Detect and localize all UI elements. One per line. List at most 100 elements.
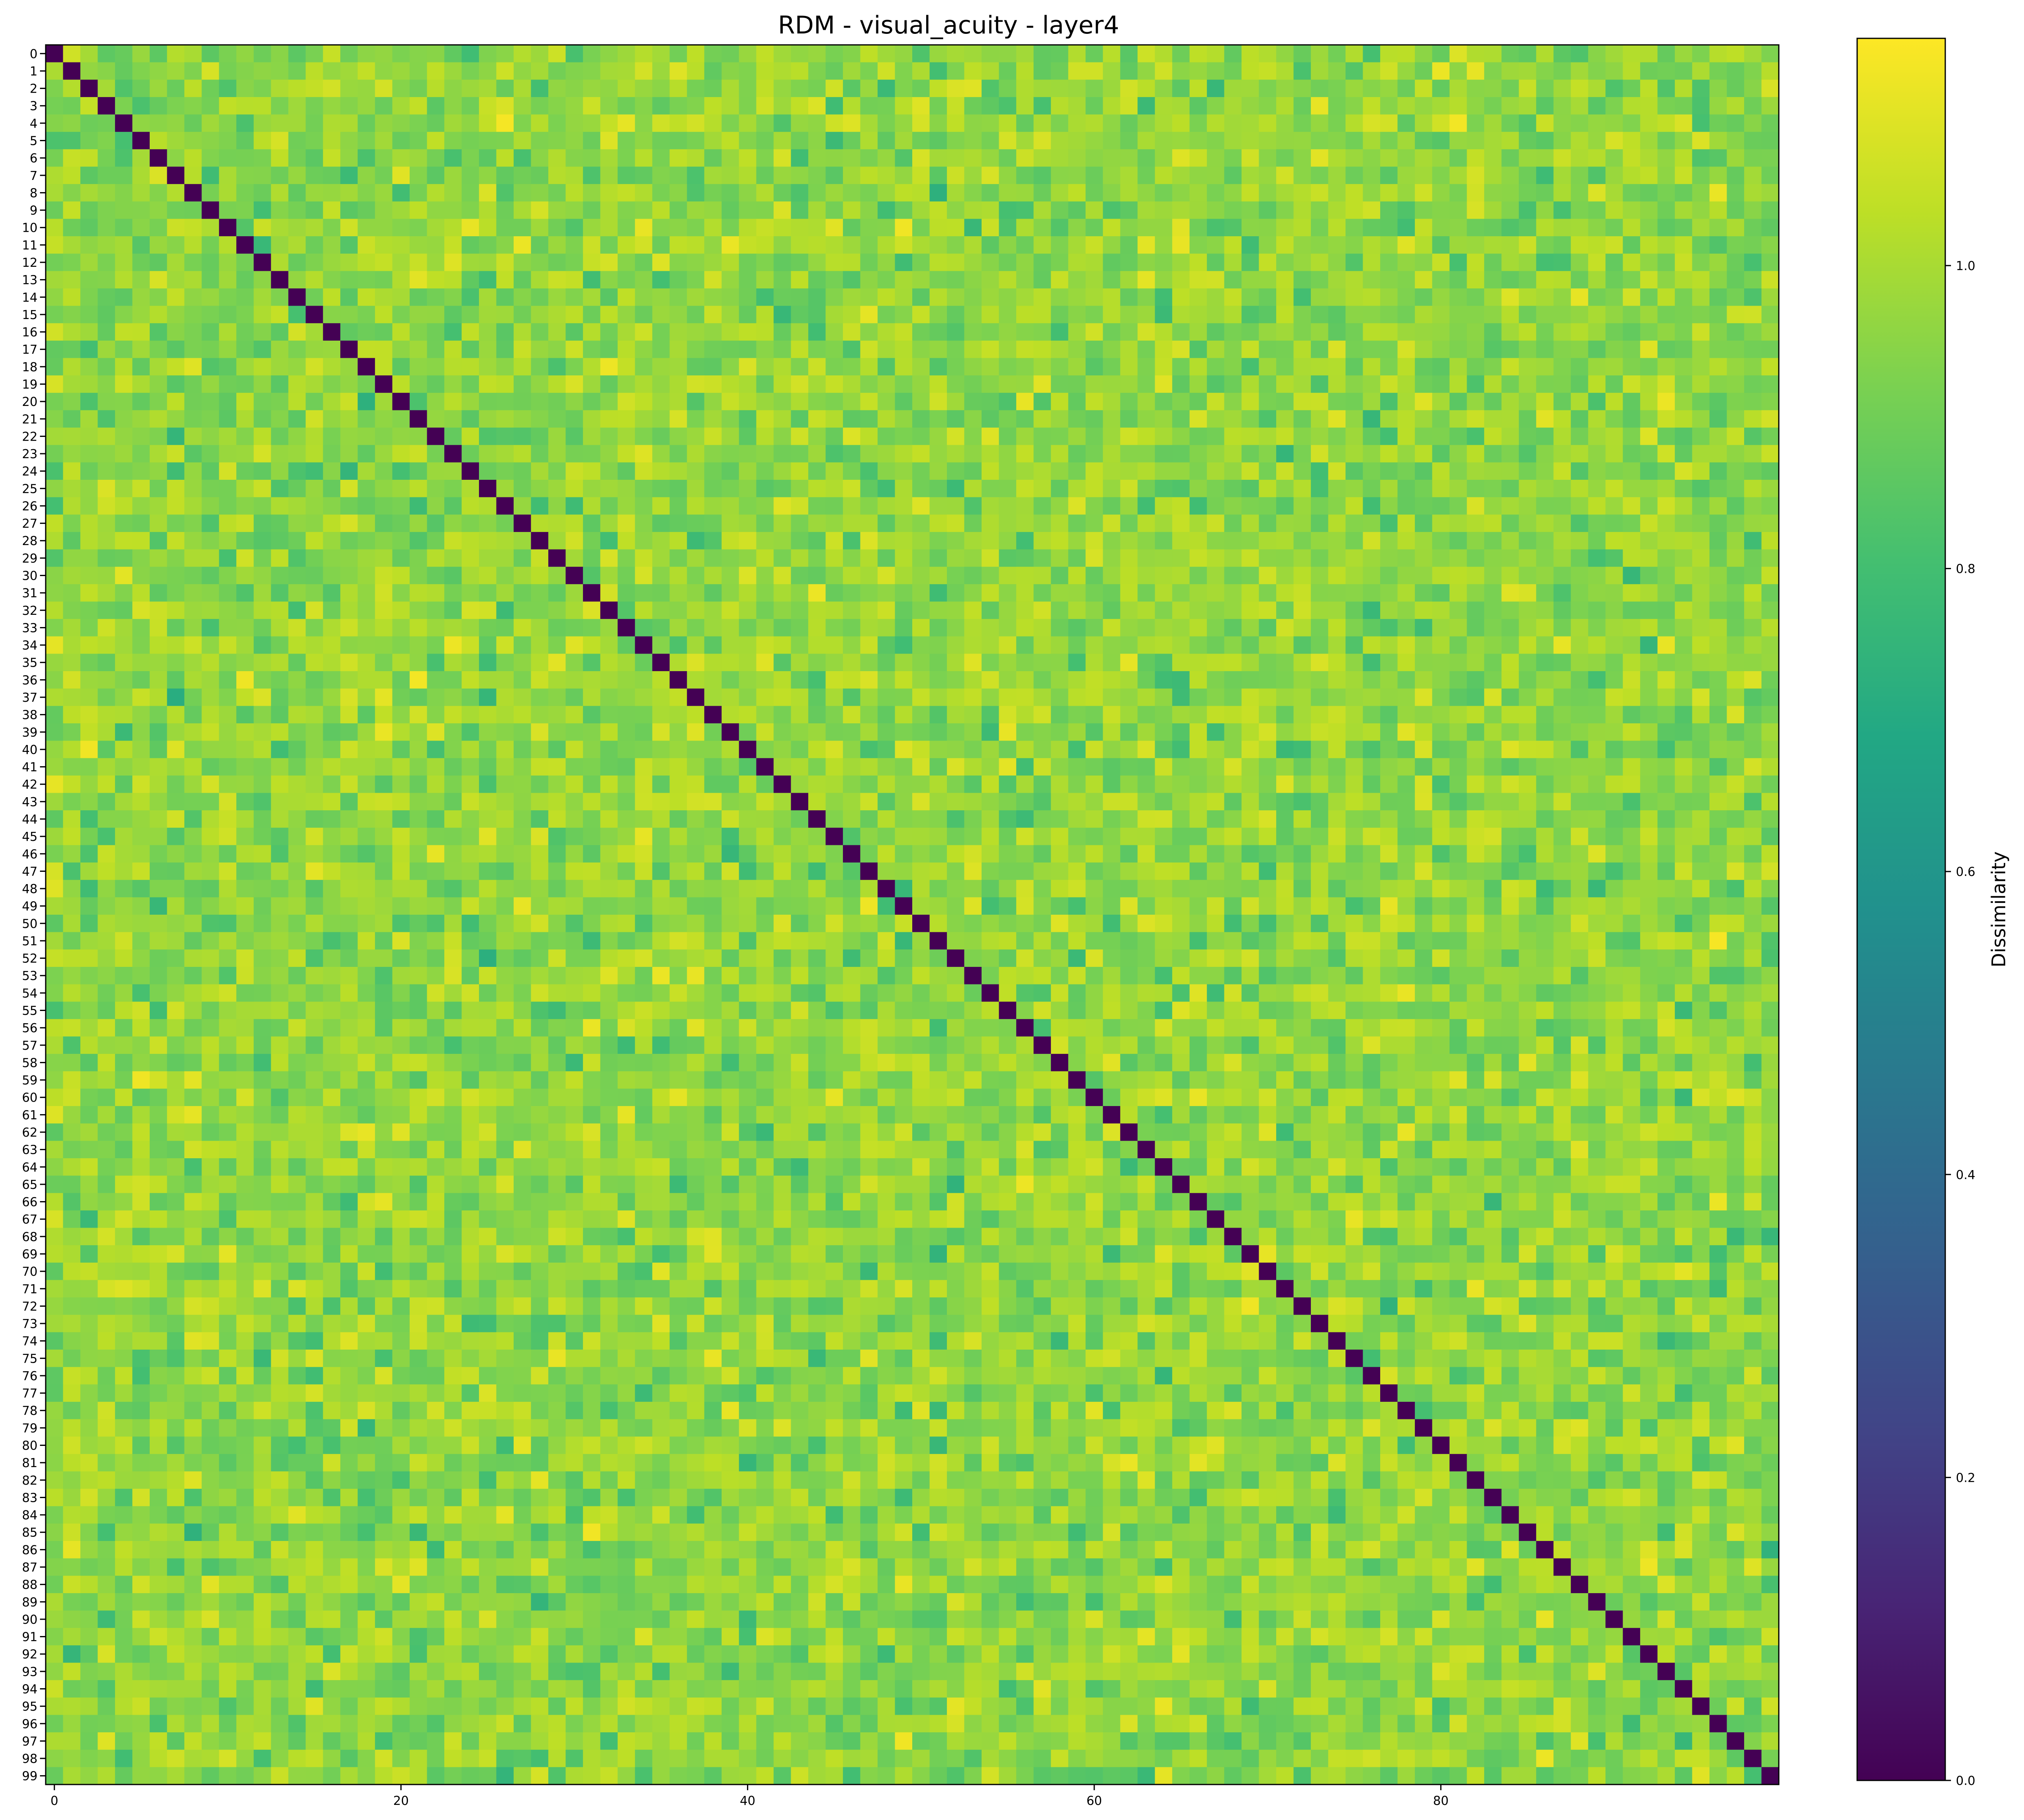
heatmap-cell <box>1259 166 1277 184</box>
heatmap-cell <box>1120 306 1138 324</box>
heatmap-cell <box>375 149 393 167</box>
heatmap-cell <box>444 810 462 828</box>
heatmap-cell <box>600 619 618 637</box>
heatmap-cell <box>1449 775 1467 794</box>
heatmap-cell <box>548 306 566 324</box>
heatmap-cell <box>583 862 601 880</box>
heatmap-cell <box>964 97 982 115</box>
heatmap-cell <box>825 897 843 915</box>
heatmap-cell <box>288 758 306 776</box>
heatmap-cell <box>461 880 479 898</box>
heatmap-cell <box>1467 445 1485 463</box>
heatmap-cell <box>1761 584 1779 602</box>
heatmap-cell <box>774 445 791 463</box>
heatmap-cell <box>1397 97 1415 115</box>
heatmap-cell <box>687 897 705 915</box>
heatmap-cell <box>513 775 532 794</box>
heatmap-cell <box>981 201 999 219</box>
heatmap-cell <box>167 358 185 376</box>
heatmap-cell <box>1207 428 1225 446</box>
heatmap-cell <box>1709 549 1727 567</box>
heatmap-cell <box>1259 288 1277 306</box>
heatmap-cell <box>583 880 601 898</box>
heatmap-cell <box>565 723 583 741</box>
heatmap-cell <box>1346 97 1363 115</box>
heatmap-cell <box>808 740 826 758</box>
heatmap-cell <box>1727 532 1745 550</box>
heatmap-cell <box>1744 636 1762 654</box>
heatmap-cell <box>1103 236 1121 254</box>
heatmap-cell <box>63 219 81 237</box>
heatmap-cell <box>895 480 913 498</box>
heatmap-cell <box>63 253 81 271</box>
heatmap-cell <box>1536 288 1554 306</box>
heatmap-cell <box>271 671 289 689</box>
heatmap-cell <box>340 45 358 63</box>
heatmap-cell <box>1016 236 1034 254</box>
heatmap-cell <box>1640 654 1658 672</box>
heatmap-cell <box>340 549 358 567</box>
heatmap-cell <box>1449 532 1467 550</box>
heatmap-cell <box>461 219 479 237</box>
heatmap-cell <box>756 584 774 602</box>
heatmap-cell <box>1380 340 1398 359</box>
heatmap-cell <box>1224 271 1242 289</box>
heatmap-cell <box>271 358 289 376</box>
heatmap-cell <box>375 80 393 98</box>
heatmap-cell <box>1207 636 1225 654</box>
heatmap-cell <box>219 306 237 324</box>
heatmap-cell <box>1709 410 1727 428</box>
heatmap-cell <box>149 636 167 654</box>
heatmap-cell <box>1640 184 1658 202</box>
heatmap-cell <box>496 723 514 741</box>
heatmap-cell <box>375 410 393 428</box>
heatmap-cell <box>1553 497 1571 515</box>
heatmap-cell <box>1068 619 1086 637</box>
heatmap-cell <box>1588 862 1606 880</box>
heatmap-cell <box>652 114 670 132</box>
heatmap-cell <box>219 723 237 741</box>
heatmap-cell <box>1536 758 1554 776</box>
heatmap-cell <box>583 80 601 98</box>
heatmap-cell <box>236 862 254 880</box>
heatmap-cell <box>739 306 757 324</box>
heatmap-cell <box>878 601 896 619</box>
heatmap-cell <box>964 827 982 846</box>
heatmap-cell <box>306 236 324 254</box>
heatmap-cell <box>392 827 410 846</box>
heatmap-cell <box>1311 323 1329 341</box>
heatmap-cell <box>808 897 826 915</box>
heatmap-cell <box>635 271 653 289</box>
heatmap-cell <box>149 497 167 515</box>
heatmap-cell <box>825 219 843 237</box>
heatmap-cell <box>253 775 271 794</box>
heatmap-cell <box>548 671 566 689</box>
heatmap-cell <box>115 619 133 637</box>
heatmap-cell <box>323 740 341 758</box>
heatmap-cell <box>1432 428 1450 446</box>
heatmap-cell <box>444 132 462 150</box>
heatmap-cell <box>774 253 791 271</box>
heatmap-cell <box>1432 236 1450 254</box>
heatmap-cell <box>323 428 341 446</box>
heatmap-cell <box>1155 688 1173 706</box>
heatmap-cell <box>843 288 861 306</box>
heatmap-cell <box>669 810 687 828</box>
heatmap-cell <box>1640 549 1658 567</box>
heatmap-cell <box>1380 62 1398 80</box>
heatmap-cell <box>721 236 739 254</box>
heatmap-cell <box>115 236 133 254</box>
heatmap-cell <box>80 410 98 428</box>
heatmap-cell <box>1727 845 1745 863</box>
heatmap-cell <box>1085 549 1103 567</box>
heatmap-cell <box>1155 758 1173 776</box>
heatmap-cell <box>1675 340 1693 359</box>
heatmap-cell <box>721 271 739 289</box>
heatmap-cell <box>687 323 705 341</box>
heatmap-cell <box>1536 793 1554 811</box>
heatmap-cell <box>1761 358 1779 376</box>
heatmap-cell <box>548 45 566 63</box>
heatmap-cell <box>687 880 705 898</box>
heatmap-cell <box>375 671 393 689</box>
heatmap-cell <box>479 253 497 271</box>
